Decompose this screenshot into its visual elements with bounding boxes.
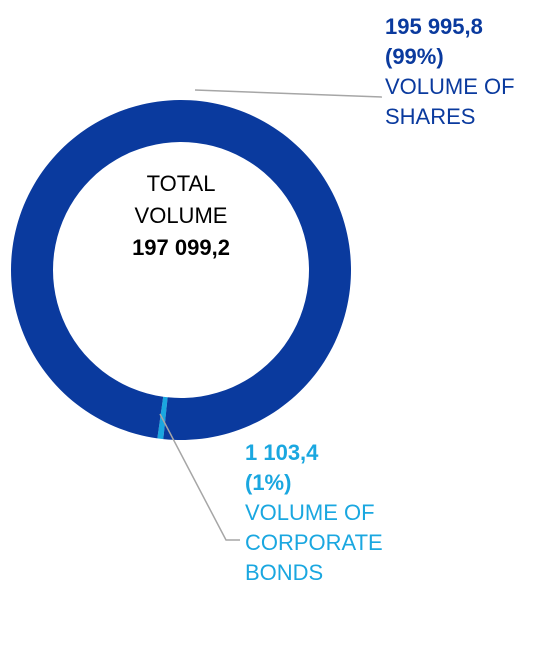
leader-line: [159, 413, 240, 541]
value-label: 1 103,4: [245, 440, 319, 465]
leader-line: [194, 89, 383, 98]
category-label: VOLUME OF SHARES: [385, 74, 515, 129]
slice-label: 195 995,8 (99%) VOLUME OF SHARES: [385, 12, 554, 132]
share-label: (1%): [245, 470, 292, 495]
center-label: TOTAL VOLUME 197 099,2: [101, 168, 261, 264]
donut-slice: [11, 100, 352, 441]
slice-label: 1 103,4 (1%) VOLUME OF CORPORATE BONDS: [245, 438, 435, 588]
value-label: 195 995,8: [385, 14, 483, 39]
total-value: 197 099,2: [132, 235, 230, 260]
center-text: TOTAL VOLUME: [134, 171, 228, 228]
share-label: (99%): [385, 44, 444, 69]
category-label: VOLUME OF CORPORATE BONDS: [245, 500, 383, 585]
